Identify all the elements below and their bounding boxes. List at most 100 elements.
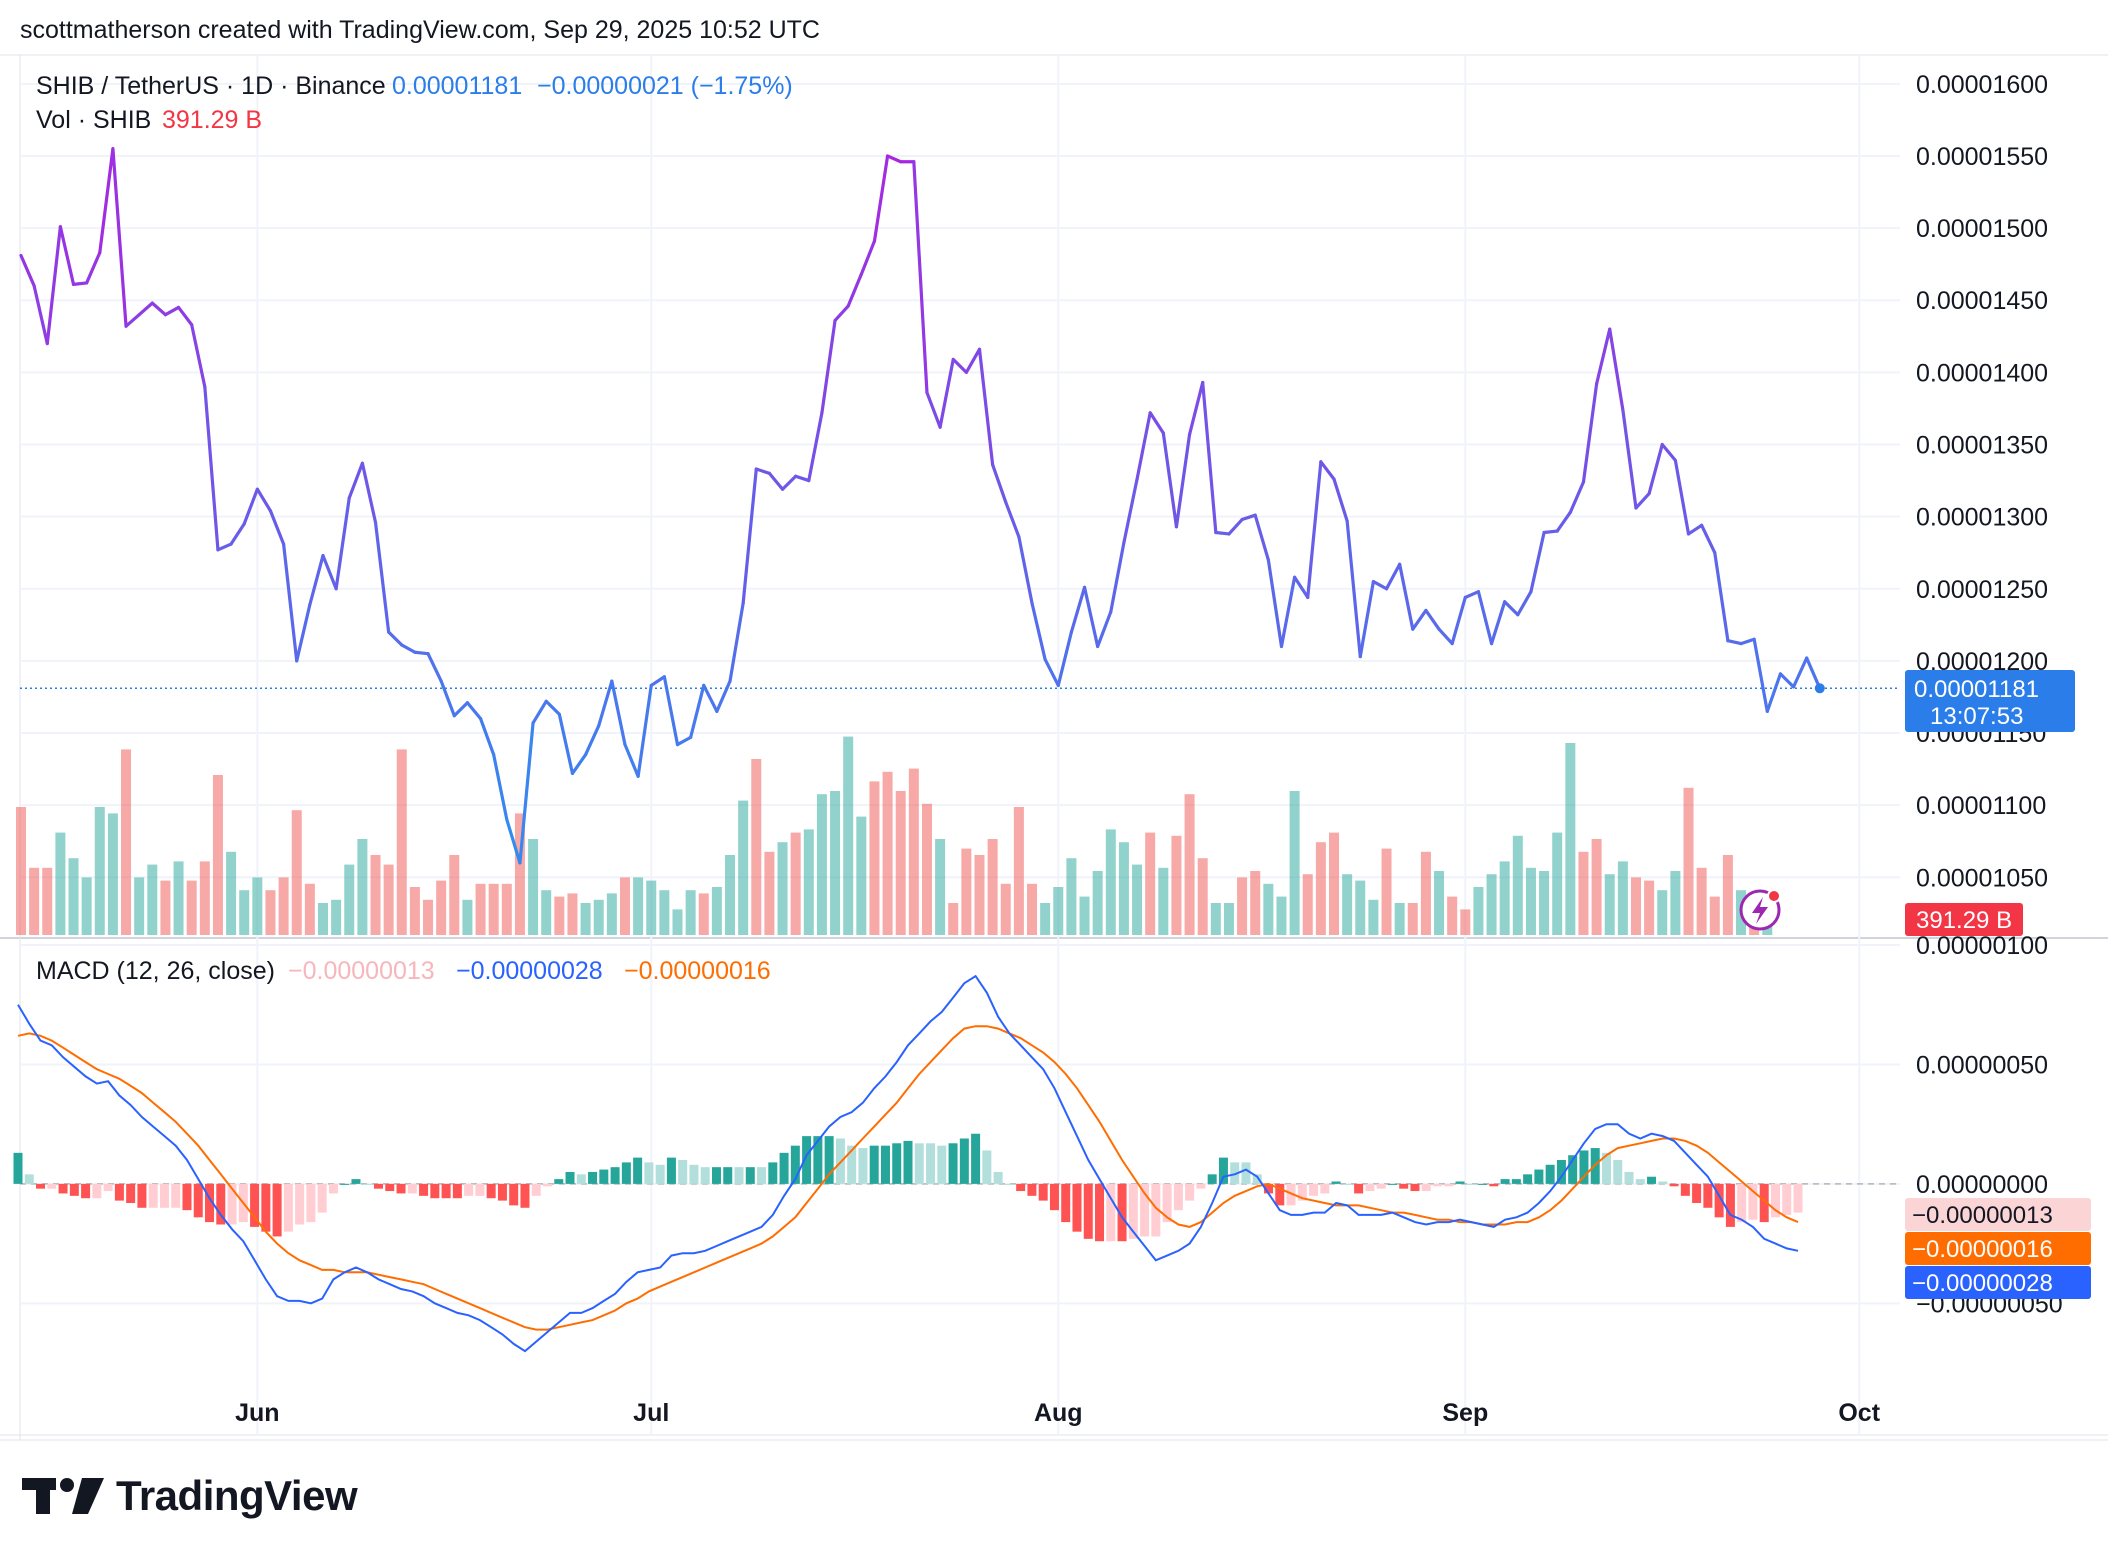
price-line-segment	[439, 679, 456, 718]
macd-histogram-bar	[1444, 1183, 1454, 1187]
price-line-segment	[1739, 637, 1756, 646]
macd-histogram-bar	[509, 1183, 519, 1206]
price-line-segment	[505, 817, 522, 865]
legend-vol-label[interactable]: Vol · SHIB	[36, 106, 151, 134]
volume-bar	[1027, 883, 1038, 935]
tradingview-brand[interactable]: TradingView	[22, 1472, 358, 1520]
price-line-segment	[45, 225, 62, 346]
macd-histogram-bar	[1455, 1181, 1465, 1184]
macd-histogram-bar	[666, 1157, 676, 1184]
volume-bar	[501, 883, 512, 935]
volume-bar	[843, 736, 854, 935]
price-line-segment	[282, 542, 299, 663]
macd-histogram-bar	[824, 1136, 834, 1184]
volume-bar	[1066, 858, 1077, 935]
macd-histogram-bar	[599, 1169, 609, 1184]
price-line-segment	[1253, 513, 1270, 562]
volume-bar	[1092, 871, 1103, 935]
price-line-segment	[1214, 530, 1231, 536]
macd-histogram-bar	[328, 1183, 338, 1194]
price-line-segment	[1082, 585, 1100, 649]
price-line-segment	[662, 675, 680, 747]
price-line-segment	[1503, 600, 1520, 617]
legend-macd-label[interactable]: MACD (12, 26, close)	[36, 957, 275, 985]
macd-histogram-bar	[1692, 1183, 1702, 1203]
volume-bar	[1565, 743, 1576, 935]
brand-name: TradingView	[116, 1472, 358, 1519]
macd-histogram-bar	[1004, 1183, 1014, 1185]
volume-bar	[1657, 890, 1668, 935]
volume-bar	[383, 864, 394, 935]
volume-bar	[1696, 867, 1707, 935]
price-line-segment	[176, 305, 194, 327]
macd-histogram-bar	[802, 1136, 812, 1184]
macd-histogram-bar	[419, 1183, 429, 1196]
macd-histogram-bar	[272, 1183, 282, 1237]
macd-tick-label: 0.00000100	[1916, 932, 2048, 960]
macd-signal-line	[17, 1025, 1799, 1331]
volume-bar	[1617, 861, 1628, 935]
volume-bar	[1499, 861, 1510, 935]
macd-histogram-bar	[92, 1183, 102, 1199]
price-line-segment	[347, 461, 364, 500]
macd-histogram-bar	[1523, 1174, 1533, 1184]
price-line-segment	[518, 721, 535, 865]
macd-histogram-bar	[993, 1171, 1003, 1184]
macd-histogram-bar	[441, 1183, 451, 1199]
volume-bar	[567, 893, 578, 935]
volume-bar	[55, 832, 66, 935]
price-line-segment	[1791, 656, 1809, 689]
price-line-segment	[1805, 656, 1822, 690]
price-line-segment	[1109, 541, 1126, 614]
volume-bar	[1079, 896, 1090, 935]
volume-bar	[1302, 874, 1313, 935]
volume-bar	[974, 855, 985, 935]
macd-histogram-bar	[1309, 1183, 1319, 1196]
volume-bar	[1184, 794, 1195, 935]
price-line-segment	[308, 553, 325, 607]
macd-histogram-bar	[926, 1143, 936, 1184]
macd-histogram-bar	[1624, 1171, 1634, 1184]
lightning-alert-icon[interactable]	[1739, 889, 1781, 931]
macd-histogram-bar	[205, 1183, 215, 1223]
macd-histogram-bar	[1275, 1183, 1285, 1206]
macd-histogram-bar	[1759, 1183, 1769, 1223]
volume-bar	[1250, 871, 1261, 935]
price-tick-label: 0.00001250	[1916, 576, 2048, 604]
attribution-header: scottmatherson created with TradingView.…	[20, 16, 820, 45]
price-line-segment	[400, 643, 417, 654]
macd-histogram-bar	[1038, 1183, 1048, 1201]
macd-histogram-bar	[1117, 1183, 1127, 1242]
volume-bar	[1263, 883, 1274, 935]
macd-histogram-bar	[1556, 1160, 1566, 1184]
macd-line-badge: −0.00000028	[1905, 1266, 2091, 1299]
macd-histogram-bar	[1714, 1183, 1724, 1218]
legend-symbol[interactable]: SHIB / TetherUS · 1D · Binance	[36, 72, 386, 100]
macd-tick-label: 0.00000050	[1916, 1051, 2048, 1079]
price-line-segment	[58, 225, 76, 286]
price-tick-label: 0.00001300	[1916, 504, 2048, 532]
volume-bar	[212, 775, 223, 935]
price-line-segment	[1700, 523, 1717, 555]
volume-bar	[514, 813, 525, 935]
volume-bar	[882, 771, 893, 935]
price-line-segment	[242, 487, 259, 526]
volume-bar	[1171, 835, 1182, 935]
price-line-segment	[229, 522, 246, 546]
volume-bar	[1670, 871, 1681, 935]
time-tick-label: Oct	[1838, 1399, 1880, 1427]
price-line-segment	[623, 742, 640, 778]
legend-vol-value: 391.29 B	[162, 106, 262, 134]
volume-bar	[1525, 867, 1536, 935]
price-tick-label: 0.00001350	[1916, 432, 2048, 460]
macd-histogram-bar	[351, 1179, 361, 1184]
volume-bar	[790, 832, 801, 935]
macd-pane	[13, 974, 1900, 1353]
volume-bar	[1578, 851, 1589, 935]
price-line-segment	[728, 601, 745, 683]
price-line-segment	[1148, 411, 1165, 435]
macd-histogram-bar	[869, 1145, 879, 1184]
volume-bar	[186, 880, 197, 935]
price-line-segment	[32, 284, 49, 346]
